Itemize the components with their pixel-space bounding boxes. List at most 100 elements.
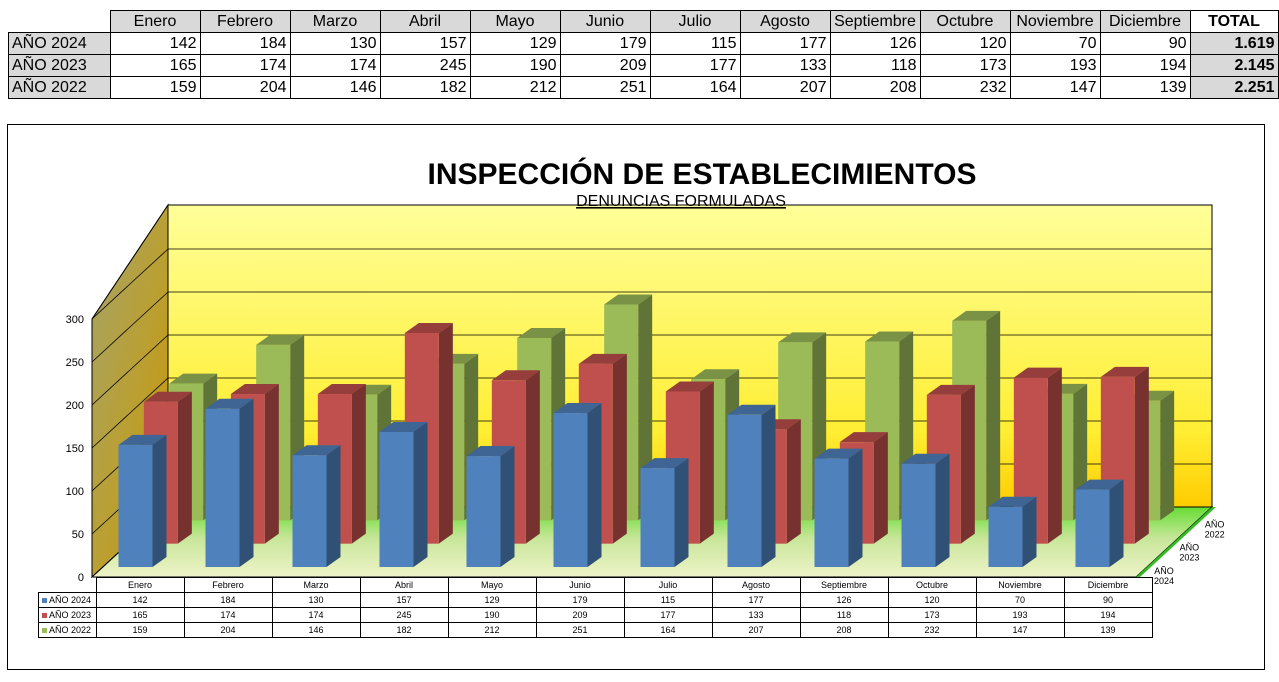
summary-month-header: Marzo bbox=[289, 10, 381, 33]
chart-table-category: Febrero bbox=[183, 577, 273, 593]
bar-front bbox=[1075, 489, 1110, 567]
bar-top bbox=[952, 310, 1001, 321]
summary-cell: 130 bbox=[289, 32, 381, 55]
chart-table-cell: 177 bbox=[623, 607, 713, 623]
bar-front bbox=[379, 431, 414, 567]
bar-side bbox=[699, 381, 714, 544]
summary-cell: 245 bbox=[379, 54, 471, 77]
y-tick-label: 100 bbox=[66, 486, 84, 498]
summary-cell: 182 bbox=[379, 76, 471, 99]
bar-side bbox=[152, 434, 167, 567]
summary-total-cell: 1.619 bbox=[1189, 32, 1279, 55]
bar bbox=[553, 403, 602, 567]
y-tick-label: 250 bbox=[66, 357, 84, 369]
chart-table-cell: 179 bbox=[535, 592, 625, 608]
chart-table-cell: 245 bbox=[359, 607, 449, 623]
chart-table-cell: 174 bbox=[183, 607, 273, 623]
chart-table-cell: 157 bbox=[359, 592, 449, 608]
summary-total-cell: 2.145 bbox=[1189, 54, 1279, 77]
bar-top bbox=[517, 328, 566, 339]
y-tick-label: 300 bbox=[66, 314, 84, 326]
bar-top bbox=[466, 446, 515, 457]
summary-month-header: Noviembre bbox=[1009, 10, 1101, 33]
bar bbox=[466, 446, 515, 567]
chart-table-series-label: AÑO 2024 bbox=[38, 592, 97, 608]
chart-table-cell: 194 bbox=[1063, 607, 1153, 623]
summary-cell: 146 bbox=[289, 76, 381, 99]
summary-cell: 174 bbox=[289, 54, 381, 77]
gridline-side bbox=[91, 248, 169, 320]
summary-month-header: Mayo bbox=[469, 10, 561, 33]
bar-side bbox=[873, 432, 888, 544]
summary-cell: 133 bbox=[739, 54, 831, 77]
chart-table-cell: 174 bbox=[271, 607, 361, 623]
bar-top bbox=[491, 370, 540, 381]
bar bbox=[901, 453, 950, 567]
depth-axis-label: 2024 bbox=[1154, 576, 1174, 586]
bar-side bbox=[674, 458, 689, 567]
chart-table-cell: 133 bbox=[711, 607, 801, 623]
summary-month-header: Abril bbox=[379, 10, 471, 33]
bar-side bbox=[326, 445, 341, 567]
summary-cell: 179 bbox=[559, 32, 651, 55]
floor-edge bbox=[1136, 507, 1216, 577]
bar-side bbox=[1022, 496, 1037, 567]
bar-side bbox=[500, 446, 515, 567]
legend-key-2024 bbox=[42, 598, 47, 604]
bar-top bbox=[604, 294, 653, 305]
chart-table-cell: 159 bbox=[95, 622, 185, 638]
bar-side bbox=[848, 448, 863, 567]
chart-table-cell: 190 bbox=[447, 607, 537, 623]
gridline-side bbox=[91, 377, 169, 449]
summary-cell: 190 bbox=[469, 54, 561, 77]
chart-table-cell: 146 bbox=[271, 622, 361, 638]
summary-cell: 177 bbox=[649, 54, 741, 77]
chart-title: INSPECCIÓN DE ESTABLECIMIENTOS bbox=[428, 157, 977, 191]
chart-table-cell: 130 bbox=[271, 592, 361, 608]
chart-area: 0 50 100 150 200 250 300 AÑO 2024 AÑO 2023 AÑO 2022… bbox=[7, 124, 1265, 670]
chart-table-cell: 204 bbox=[183, 622, 273, 638]
bar-top bbox=[988, 496, 1037, 507]
bar-top bbox=[553, 403, 602, 414]
chart-table-cell: 184 bbox=[183, 592, 273, 608]
summary-total-cell: 2.251 bbox=[1189, 76, 1279, 99]
summary-corner bbox=[8, 10, 110, 33]
bar-side bbox=[438, 322, 453, 544]
chart-table-cell: 118 bbox=[799, 607, 889, 623]
chart-table-category: Mayo bbox=[447, 577, 537, 593]
summary-row-label: AÑO 2024 bbox=[8, 32, 111, 55]
chart-table-cell: 165 bbox=[95, 607, 185, 623]
bar-top bbox=[901, 453, 950, 464]
summary-cell: 251 bbox=[559, 76, 651, 99]
summary-cell: 232 bbox=[919, 76, 1011, 99]
legend-key-2023 bbox=[42, 613, 47, 619]
y-tick-label: 0 bbox=[78, 572, 84, 584]
depth-axis-label: AÑO bbox=[1205, 519, 1225, 529]
summary-cell: 90 bbox=[1099, 32, 1191, 55]
bar-front bbox=[727, 414, 762, 567]
bar-top bbox=[926, 384, 975, 395]
bar-front bbox=[814, 458, 849, 567]
chart-table-category: Abril bbox=[359, 577, 449, 593]
summary-cell: 204 bbox=[199, 76, 291, 99]
bar-front bbox=[553, 413, 588, 567]
bar-side bbox=[525, 370, 540, 544]
bar bbox=[988, 496, 1037, 567]
chart-table-category: Julio bbox=[623, 577, 713, 593]
bar-top bbox=[1100, 366, 1149, 377]
chart-table-row-2024: AÑO 2024 142 184 130 157 129 179 115 177… bbox=[38, 592, 1153, 608]
bar-side bbox=[264, 384, 279, 544]
chart-table-cell: 70 bbox=[975, 592, 1065, 608]
bar bbox=[727, 404, 776, 567]
y-tick-label: 200 bbox=[66, 400, 84, 412]
depth-axis-label: 2022 bbox=[1205, 529, 1225, 539]
chart-table-cell: 212 bbox=[447, 622, 537, 638]
chart-table-cell: 142 bbox=[95, 592, 185, 608]
summary-row-2022: AÑO 2022 159 204 146 182 212 251 164 207… bbox=[8, 76, 1279, 99]
bar-front bbox=[118, 444, 153, 567]
bar-top bbox=[292, 445, 341, 456]
summary-cell: 129 bbox=[469, 32, 561, 55]
chart-table-row-2023: AÑO 2023 165 174 174 245 190 209 177 133… bbox=[38, 607, 1153, 623]
summary-cell: 177 bbox=[739, 32, 831, 55]
